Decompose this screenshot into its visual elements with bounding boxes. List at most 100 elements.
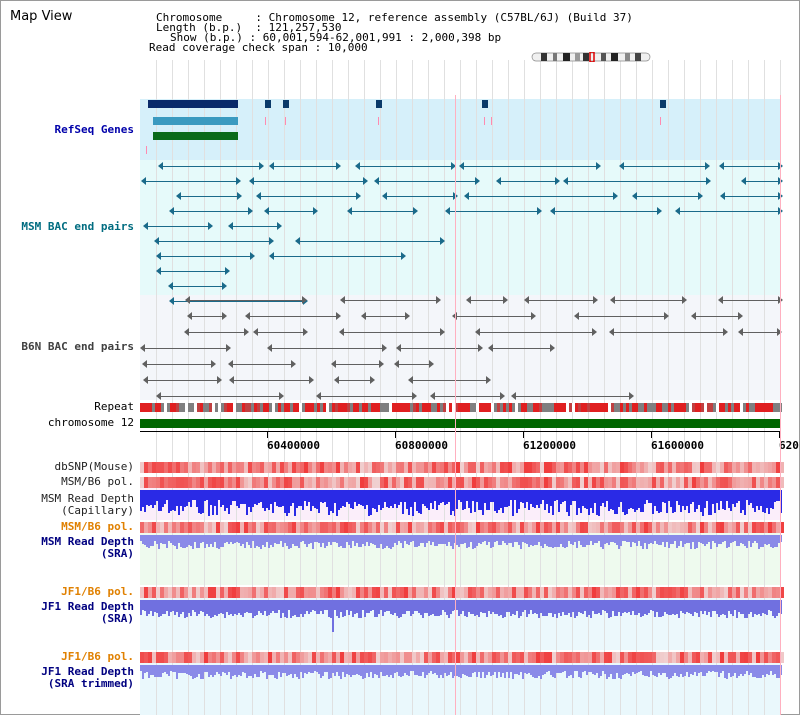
feature-line[interactable] — [677, 211, 780, 212]
gene-block[interactable] — [283, 100, 289, 108]
msm-b6-pol-2-heat-strip[interactable] — [140, 522, 784, 533]
feature-end-marker[interactable] — [720, 192, 725, 200]
feature-end-marker[interactable] — [610, 296, 615, 304]
track-label-msm-bac[interactable]: MSM BAC end pairs — [21, 220, 134, 233]
feature-end-marker[interactable] — [309, 376, 314, 384]
feature-end-marker[interactable] — [336, 162, 341, 170]
feature-end-marker[interactable] — [464, 192, 469, 200]
feature-end-marker[interactable] — [156, 252, 161, 260]
feature-end-marker[interactable] — [609, 328, 614, 336]
feature-end-marker[interactable] — [143, 376, 148, 384]
feature-line[interactable] — [693, 316, 740, 317]
feature-end-marker[interactable] — [738, 312, 743, 320]
gene-marker[interactable] — [378, 117, 379, 125]
feature-end-marker[interactable] — [250, 252, 255, 260]
feature-end-marker[interactable] — [401, 252, 406, 260]
feature-line[interactable] — [398, 348, 480, 349]
feature-line[interactable] — [230, 364, 293, 365]
feature-end-marker[interactable] — [331, 360, 336, 368]
feature-end-marker[interactable] — [228, 360, 233, 368]
feature-end-marker[interactable] — [698, 192, 703, 200]
feature-end-marker[interactable] — [486, 376, 491, 384]
feature-end-marker[interactable] — [777, 328, 782, 336]
feature-line[interactable] — [158, 271, 227, 272]
feature-end-marker[interactable] — [705, 162, 710, 170]
feature-line[interactable] — [384, 196, 455, 197]
feature-line[interactable] — [158, 256, 252, 257]
feature-end-marker[interactable] — [738, 328, 743, 336]
feature-line[interactable] — [721, 166, 780, 167]
feature-end-marker[interactable] — [340, 296, 345, 304]
feature-end-marker[interactable] — [555, 177, 560, 185]
feature-line[interactable] — [145, 226, 210, 227]
feature-end-marker[interactable] — [374, 177, 379, 185]
feature-end-marker[interactable] — [475, 177, 480, 185]
feature-end-marker[interactable] — [511, 392, 516, 400]
feature-line[interactable] — [143, 181, 238, 182]
feature-line[interactable] — [363, 316, 407, 317]
feature-line[interactable] — [461, 166, 598, 167]
feature-line[interactable] — [634, 196, 700, 197]
feature-end-marker[interactable] — [142, 360, 147, 368]
feature-end-marker[interactable] — [184, 328, 189, 336]
feature-end-marker[interactable] — [168, 282, 173, 290]
feature-end-marker[interactable] — [295, 237, 300, 245]
feature-line[interactable] — [498, 181, 557, 182]
feature-line[interactable] — [743, 181, 780, 182]
feature-line[interactable] — [357, 166, 453, 167]
feature-end-marker[interactable] — [185, 296, 190, 304]
feature-line[interactable] — [171, 301, 305, 302]
feature-end-marker[interactable] — [593, 296, 598, 304]
feature-end-marker[interactable] — [259, 162, 264, 170]
feature-line[interactable] — [318, 396, 414, 397]
gene-block[interactable] — [265, 100, 271, 108]
feature-end-marker[interactable] — [211, 360, 216, 368]
feature-end-marker[interactable] — [664, 312, 669, 320]
feature-line[interactable] — [740, 332, 779, 333]
feature-line[interactable] — [266, 211, 315, 212]
feature-line[interactable] — [341, 332, 442, 333]
feature-end-marker[interactable] — [156, 267, 161, 275]
feature-end-marker[interactable] — [396, 344, 401, 352]
feature-line[interactable] — [171, 211, 250, 212]
feature-end-marker[interactable] — [208, 222, 213, 230]
feature-end-marker[interactable] — [226, 344, 231, 352]
feature-line[interactable] — [189, 316, 224, 317]
feature-end-marker[interactable] — [316, 392, 321, 400]
feature-line[interactable] — [552, 211, 659, 212]
feature-end-marker[interactable] — [143, 222, 148, 230]
feature-end-marker[interactable] — [228, 222, 233, 230]
feature-end-marker[interactable] — [629, 392, 634, 400]
feature-line[interactable] — [170, 286, 224, 287]
feature-end-marker[interactable] — [277, 222, 282, 230]
feature-end-marker[interactable] — [741, 177, 746, 185]
feature-end-marker[interactable] — [347, 207, 352, 215]
feature-end-marker[interactable] — [682, 296, 687, 304]
gene-block[interactable] — [376, 100, 382, 108]
feature-end-marker[interactable] — [336, 312, 341, 320]
track-label-jf1-b6-pol[interactable]: JF1/B6 pol. — [61, 585, 134, 598]
feature-end-marker[interactable] — [244, 328, 249, 336]
gene-block[interactable] — [153, 132, 238, 140]
feature-end-marker[interactable] — [496, 177, 501, 185]
msm-depth-sra-plot[interactable] — [140, 535, 782, 565]
feature-line[interactable] — [144, 364, 213, 365]
feature-end-marker[interactable] — [394, 360, 399, 368]
feature-end-marker[interactable] — [550, 344, 555, 352]
feature-end-marker[interactable] — [291, 360, 296, 368]
feature-end-marker[interactable] — [537, 207, 542, 215]
feature-end-marker[interactable] — [267, 344, 272, 352]
feature-end-marker[interactable] — [236, 177, 241, 185]
feature-end-marker[interactable] — [723, 328, 728, 336]
feature-end-marker[interactable] — [253, 328, 258, 336]
track-label-jf1-depth-sra[interactable]: JF1 Read Depth — [41, 600, 134, 613]
feature-line[interactable] — [271, 256, 403, 257]
feature-end-marker[interactable] — [413, 207, 418, 215]
feature-end-marker[interactable] — [269, 252, 274, 260]
feature-line[interactable] — [720, 300, 780, 301]
gene-block[interactable] — [482, 100, 488, 108]
feature-line[interactable] — [247, 316, 338, 317]
feature-end-marker[interactable] — [503, 296, 508, 304]
chromosome-bar[interactable] — [140, 419, 781, 428]
jf1-depth-trim-plot[interactable] — [140, 665, 782, 695]
